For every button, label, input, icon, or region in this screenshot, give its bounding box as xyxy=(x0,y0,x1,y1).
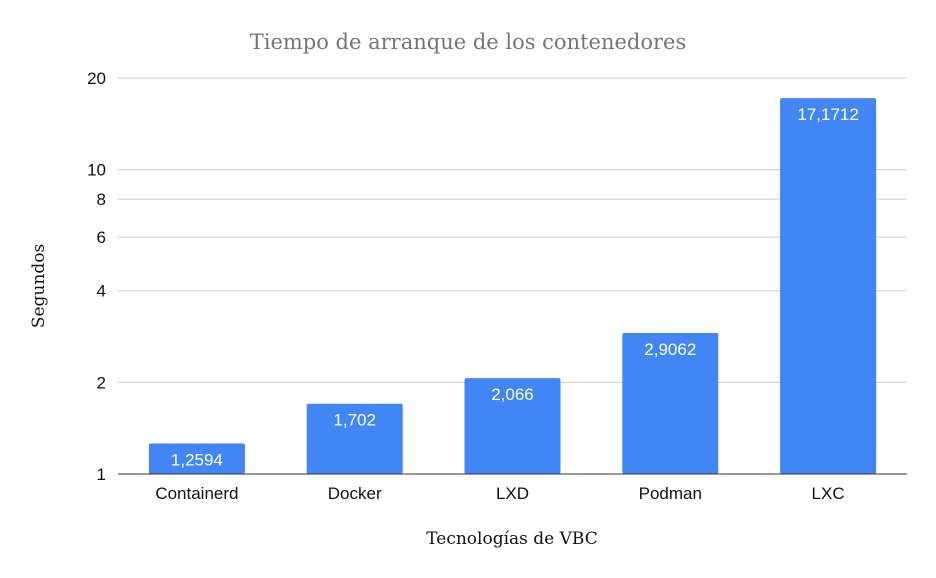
y-tick-label: 10 xyxy=(87,161,106,180)
data-label: 2,066 xyxy=(491,385,534,404)
x-axis-categories: Containerd Docker LXD Podman LXC xyxy=(155,484,844,503)
data-label: 17,1712 xyxy=(797,105,858,124)
chart-title: Tiempo de arranque de los contenedores xyxy=(250,30,687,54)
x-category-label: Podman xyxy=(639,484,702,503)
y-tick-label: 20 xyxy=(87,69,106,88)
y-tick-label: 2 xyxy=(97,373,106,392)
bar xyxy=(780,98,877,474)
gridlines xyxy=(118,77,907,383)
x-category-label: LXD xyxy=(496,484,529,503)
x-axis-title: Tecnologías de VBC xyxy=(426,529,597,549)
y-tick-label: 8 xyxy=(97,190,106,209)
bars xyxy=(148,98,877,474)
y-axis-ticks: 1 2 4 6 8 10 20 xyxy=(87,69,106,484)
bar xyxy=(306,403,403,474)
data-labels: 1,2594 1,702 2,066 2,9062 17,1712 xyxy=(171,105,859,469)
data-label: 2,9062 xyxy=(644,340,696,359)
data-label: 1,2594 xyxy=(171,451,223,470)
y-tick-label: 1 xyxy=(97,465,106,484)
bar xyxy=(148,443,245,474)
y-tick-label: 4 xyxy=(97,282,106,301)
bar xyxy=(622,332,719,474)
x-category-label: Docker xyxy=(328,484,382,503)
y-tick-label: 6 xyxy=(97,228,106,247)
bar xyxy=(464,378,561,474)
y-axis-title: Segundos xyxy=(29,244,49,328)
x-category-label: LXC xyxy=(812,484,845,503)
x-category-label: Containerd xyxy=(155,484,238,503)
data-label: 1,702 xyxy=(333,411,376,430)
